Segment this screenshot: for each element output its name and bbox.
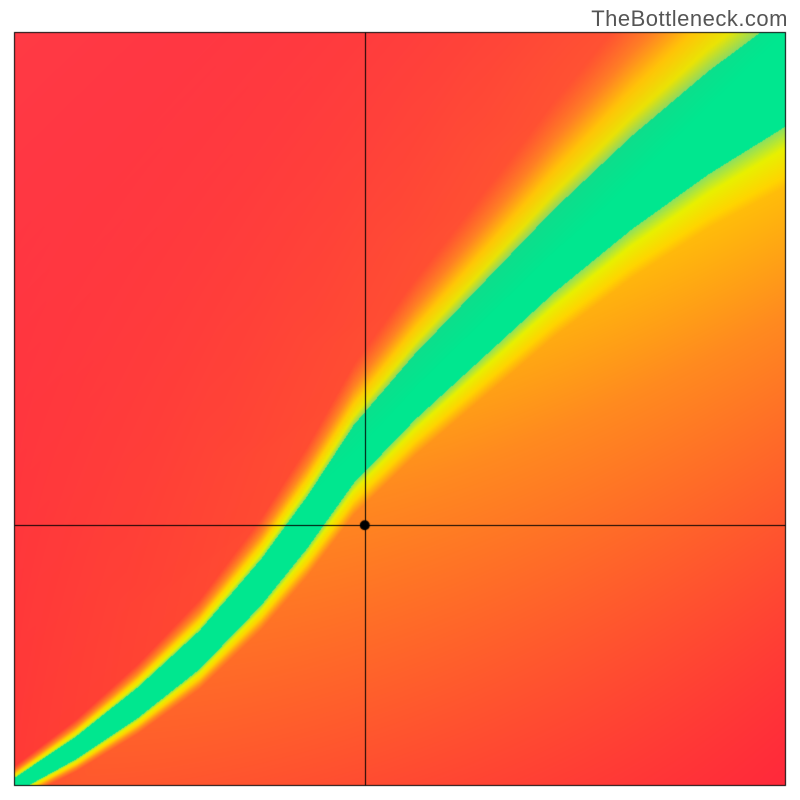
chart-container: TheBottleneck.com xyxy=(0,0,800,800)
watermark-text: TheBottleneck.com xyxy=(591,6,788,32)
heatmap-canvas xyxy=(0,0,800,800)
